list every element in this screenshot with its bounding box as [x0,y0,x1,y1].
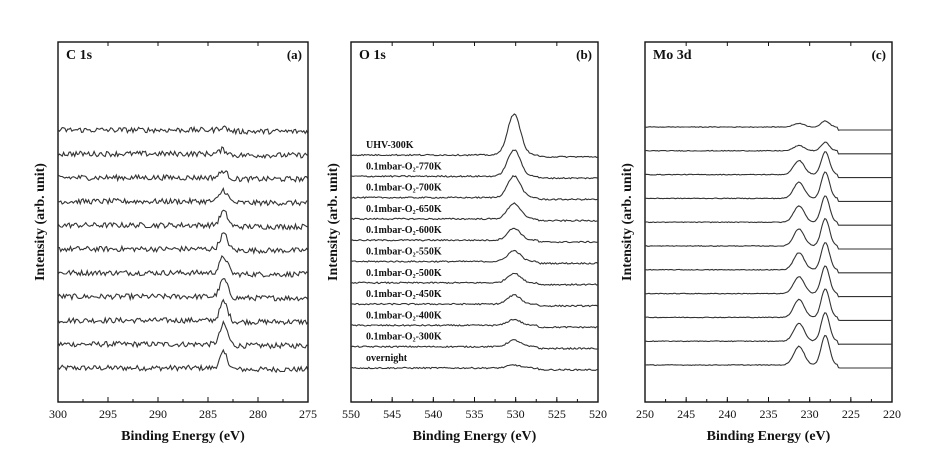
o1s-trace-label: 0.1mbar-O₂-400K [366,310,442,321]
o1s-x-tick-label: 540 [424,407,442,421]
o1s-spectrum-line [350,339,599,350]
mo3d-spectrum-line [644,120,892,131]
o1s-spectrum-line [350,202,599,223]
o1s-spectrum-line [350,364,599,372]
c1s-spectrum-line [57,209,309,231]
o1s-trace-label: 0.1mbar-O₂-650K [366,204,442,215]
c1s-panel-title: C 1s [66,48,93,63]
c1s-x-tick-label: 285 [199,407,217,421]
mo3d-x-tick-label: 245 [677,407,695,421]
o1s-panel: 550 545 540 535 530 525 520 Binding Energy (eV)… [326,41,607,444]
c1s-x-tick-label: 300 [49,407,67,421]
c1s-panel-letter: (a) [287,47,302,62]
o1s-spectrum-line [350,149,599,180]
c1s-spectrum-line [57,255,309,279]
c1s-spectrum-line [57,348,309,374]
o1s-trace-label: 0.1mbar-O₂-700K [366,183,442,194]
o1s-spectrum-line [350,227,599,244]
mo3d-x-tick-label: 230 [801,407,819,421]
o1s-panel-letter: (b) [576,47,592,62]
mo3d-spectrum-line [644,312,892,346]
o1s-x-tick-label: 550 [342,407,360,421]
c1s-x-tick-label: 280 [249,407,267,421]
mo3d-x-tick-label: 250 [636,407,654,421]
mo3d-spectrum-line [644,195,892,226]
c1s-spectrum-line [57,298,309,326]
c1s-spectrum-line [57,320,309,350]
c1s-spectrum-line [57,169,309,184]
o1s-x-tick-label: 530 [507,407,525,421]
o1s-spectrum-line [350,272,599,286]
o1s-x-tick-label: 525 [548,407,566,421]
o1s-trace-label: 0.1mbar-O₂-450K [366,289,442,300]
c1s-spectrum-line [57,125,309,136]
o1s-spectrum-line [350,113,599,159]
mo3d-spectrum-line [645,288,892,321]
o1s-panel-title: O 1s [359,48,386,63]
o1s-trace-label: 0.1mbar-O₂-550K [366,247,442,258]
mo3d-spectrum-line [644,265,892,298]
mo3d-spectrum-line [644,151,892,179]
c1s-spectrum-line [57,187,309,207]
c1s-x-tick-label: 290 [149,407,167,421]
o1s-trace-label: overnight [366,353,408,364]
c1s-spectrum-line [57,278,309,302]
o1s-x-tick-label: 520 [589,407,607,421]
mo3d-spectrum-line [644,334,892,369]
c1s-y-axis-label: Intensity (arb. unit) [33,163,48,281]
mo3d-panel-letter: (c) [872,47,886,62]
c1s-x-axis-label: Binding Energy (eV) [121,429,245,444]
mo3d-spectrum-line [644,217,892,250]
o1s-spectrum-line [350,318,599,329]
o1s-trace-label: 0.1mbar-O₂-770K [366,161,442,172]
mo3d-y-axis-label: Intensity (arb. unit) [620,163,635,281]
c1s-x-tick-label: 295 [99,407,117,421]
mo3d-spectrum-line [645,171,892,202]
o1s-x-tick-label: 535 [466,407,484,421]
mo3d-panel-title: Mo 3d [653,48,692,63]
c1s-spectrum-line [57,146,309,160]
o1s-y-axis-label: Intensity (arb. unit) [326,163,341,281]
c1s-panel: 300 295 290 285 280 275 Binding Energy (eV) Int… [33,41,317,444]
mo3d-panel: 250 245 240 235 230 225 220 Binding Energy (eV)… [620,41,901,444]
o1s-x-tick-label: 545 [383,407,401,421]
c1s-x-tick-label: 275 [299,407,317,421]
mo3d-x-tick-label: 235 [760,407,778,421]
o1s-spectrum-line [351,175,599,201]
o1s-trace-label: 0.1mbar-O₂-600K [366,225,442,236]
mo3d-spectrum-line [644,242,892,274]
o1s-x-axis-label: Binding Energy (eV) [413,429,537,444]
c1s-spectrum-line [58,232,309,255]
mo3d-x-tick-label: 225 [842,407,860,421]
mo3d-x-axis-label: Binding Energy (eV) [707,429,831,444]
mo3d-x-tick-label: 240 [718,407,736,421]
mo3d-spectrum-line [645,141,892,155]
o1s-trace-label: 0.1mbar-O₂-300K [366,332,442,343]
mo3d-x-tick-label: 220 [883,407,901,421]
o1s-trace-label: UHV-300K [366,140,414,151]
o1s-trace-label: 0.1mbar-O₂-500K [366,268,442,279]
o1s-spectrum-line [350,249,599,265]
o1s-spectrum-line [351,294,599,308]
